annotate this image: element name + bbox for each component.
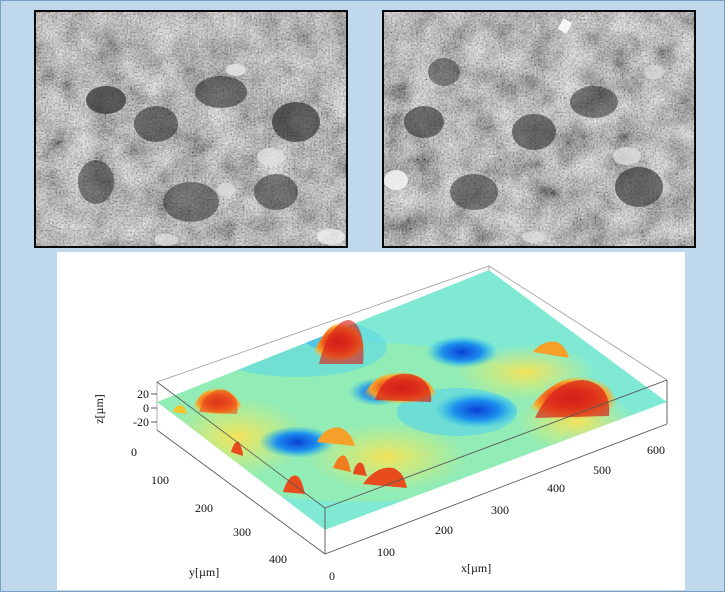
surface-plot: 20 0 -20 z[µm] 0 100 200 300 400 y[µm] 0…	[92, 265, 668, 583]
x-axis-label: x[µm]	[461, 561, 491, 575]
surface-plot-panel: 20 0 -20 z[µm] 0 100 200 300 400 y[µm] 0…	[57, 252, 685, 590]
y-tick-label: 300	[233, 525, 251, 539]
x-tick-label: 500	[593, 463, 611, 477]
surface-peaks	[173, 320, 619, 494]
x-tick-label: 0	[329, 569, 335, 583]
x-axis: 0 100 200 300 400 500 600 x[µm]	[329, 443, 665, 583]
y-tick-label: 200	[195, 501, 213, 515]
z-tick-label: -20	[133, 415, 149, 429]
x-tick-label: 100	[377, 545, 395, 559]
microscope-image-right	[382, 10, 696, 248]
plot-box-front	[156, 379, 668, 555]
z-tick-label: 0	[143, 401, 149, 415]
y-tick-label: 0	[131, 445, 137, 459]
micro-right-texture	[384, 12, 694, 246]
z-axis-label: z[µm]	[92, 394, 106, 424]
x-tick-label: 600	[647, 443, 665, 457]
y-axis: 0 100 200 300 400 y[µm]	[131, 445, 287, 579]
y-tick-label: 100	[151, 473, 169, 487]
x-tick-label: 300	[491, 503, 509, 517]
z-axis: 20 0 -20 z[µm]	[92, 387, 157, 429]
z-tick-label: 20	[137, 387, 149, 401]
x-tick-label: 200	[435, 523, 453, 537]
microscope-image-left	[34, 10, 348, 248]
y-tick-label: 400	[269, 552, 287, 566]
y-axis-label: y[µm]	[189, 565, 219, 579]
micro-left-texture	[36, 12, 346, 246]
x-tick-label: 400	[547, 481, 565, 495]
